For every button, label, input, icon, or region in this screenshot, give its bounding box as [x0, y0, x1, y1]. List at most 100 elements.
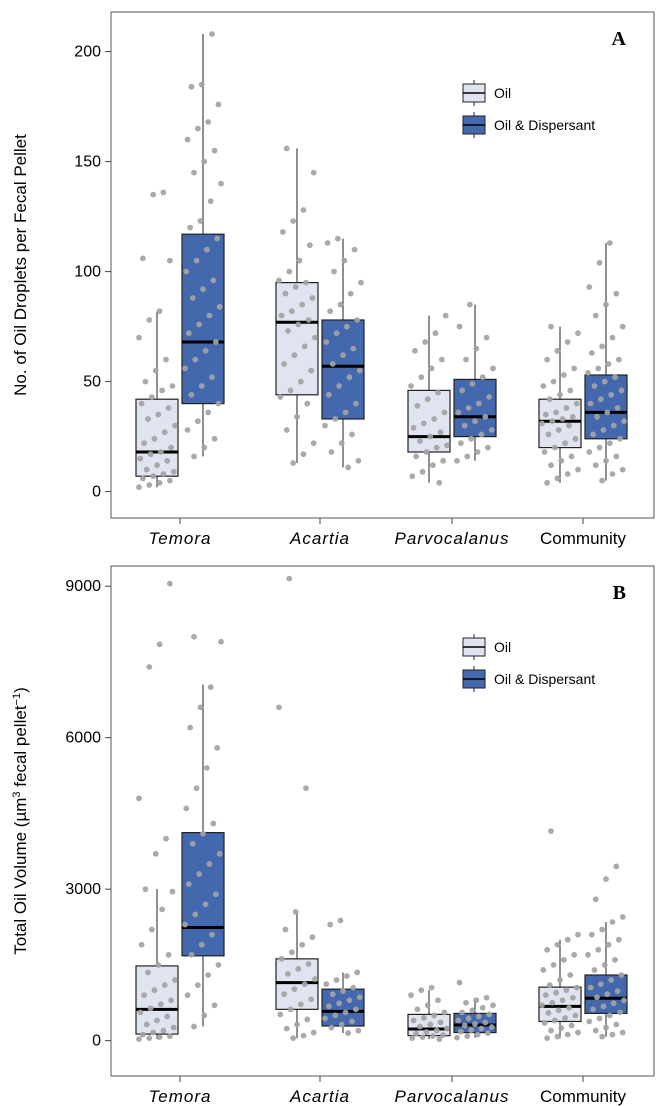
data-point	[206, 312, 213, 319]
data-point	[215, 101, 222, 108]
data-point	[444, 442, 450, 449]
data-point	[483, 994, 490, 1001]
data-point	[554, 941, 561, 948]
data-point	[310, 440, 317, 447]
data-point	[618, 972, 625, 978]
data-point	[333, 330, 340, 337]
y-axis-label-main: No. of Oil Droplets per Fecal Pellet	[11, 134, 30, 396]
data-point	[337, 917, 344, 924]
data-point	[160, 189, 167, 196]
y-axis-label-main: Total Oil Volume (µm	[11, 798, 30, 955]
data-point	[479, 374, 486, 381]
data-point	[440, 457, 447, 464]
data-point	[456, 979, 463, 986]
data-point	[571, 951, 578, 958]
data-point	[541, 449, 548, 455]
data-point	[603, 1024, 609, 1031]
data-point	[192, 911, 199, 918]
data-point	[276, 277, 282, 284]
data-point	[325, 1003, 332, 1010]
data-point	[157, 449, 164, 455]
data-point	[345, 1030, 352, 1036]
data-point	[541, 1020, 548, 1026]
data-point	[604, 991, 611, 998]
data-point	[559, 416, 566, 422]
x-category-label: Community	[540, 529, 626, 548]
data-point	[546, 982, 553, 989]
data-point	[281, 361, 288, 367]
data-point	[324, 240, 331, 246]
data-point	[193, 785, 200, 792]
data-point	[456, 323, 463, 330]
data-point	[161, 429, 168, 436]
data-point	[569, 413, 576, 420]
data-point	[146, 664, 153, 670]
data-point	[210, 277, 217, 284]
chart-panel-a: 0 50 100 150 200 Temora Acartia Parvocalanus Com…	[11, 11, 655, 548]
data-point	[469, 1007, 476, 1014]
data-point	[551, 444, 558, 451]
data-point	[601, 378, 608, 385]
data-point	[608, 391, 615, 398]
data-point	[472, 418, 478, 425]
data-point	[329, 361, 336, 367]
data-point	[566, 1004, 572, 1011]
data-point	[613, 453, 620, 460]
data-point	[615, 356, 622, 363]
data-point	[352, 400, 359, 407]
data-point	[141, 440, 148, 447]
data-point	[194, 982, 201, 989]
data-point	[165, 405, 172, 411]
data-point	[337, 301, 344, 308]
data-point	[216, 850, 223, 857]
data-point	[420, 1015, 427, 1021]
data-point	[615, 936, 622, 943]
data-point	[436, 1036, 443, 1043]
data-point	[431, 1012, 438, 1019]
data-point	[152, 367, 159, 374]
data-point	[164, 1013, 171, 1020]
data-point	[288, 949, 295, 956]
data-point	[154, 462, 160, 469]
data-point	[192, 356, 199, 363]
data-point	[306, 242, 313, 249]
data-point	[606, 240, 613, 246]
x-category-label: Acartia	[289, 529, 350, 548]
data-point	[188, 83, 195, 90]
data-point	[142, 886, 149, 893]
data-point	[549, 418, 556, 425]
data-point	[542, 411, 549, 418]
data-point	[323, 981, 330, 987]
y-axis-label-end: )	[11, 687, 30, 693]
data-point	[300, 1032, 307, 1039]
data-point	[188, 391, 195, 398]
data-point	[550, 962, 557, 968]
data-point	[575, 931, 581, 938]
data-point	[585, 951, 591, 958]
data-point	[303, 279, 309, 286]
data-point	[327, 308, 334, 315]
data-point	[568, 453, 575, 460]
data-point	[575, 330, 581, 337]
data-point	[328, 449, 335, 455]
data-point	[461, 422, 468, 429]
data-point	[346, 374, 353, 381]
x-category-label: Parvocalanus	[394, 1087, 509, 1106]
data-point	[151, 435, 158, 442]
data-point	[136, 1036, 142, 1043]
data-point	[346, 997, 353, 1004]
data-point	[152, 850, 159, 857]
data-point	[463, 356, 469, 363]
data-point	[603, 876, 609, 882]
data-point	[433, 444, 440, 451]
data-point	[282, 926, 289, 933]
data-point	[605, 361, 612, 367]
data-point	[455, 1017, 462, 1024]
data-point	[343, 323, 350, 330]
data-point	[146, 317, 153, 323]
data-point	[169, 383, 176, 389]
data-point	[215, 962, 222, 968]
data-point	[572, 435, 579, 442]
data-point	[308, 996, 315, 1003]
